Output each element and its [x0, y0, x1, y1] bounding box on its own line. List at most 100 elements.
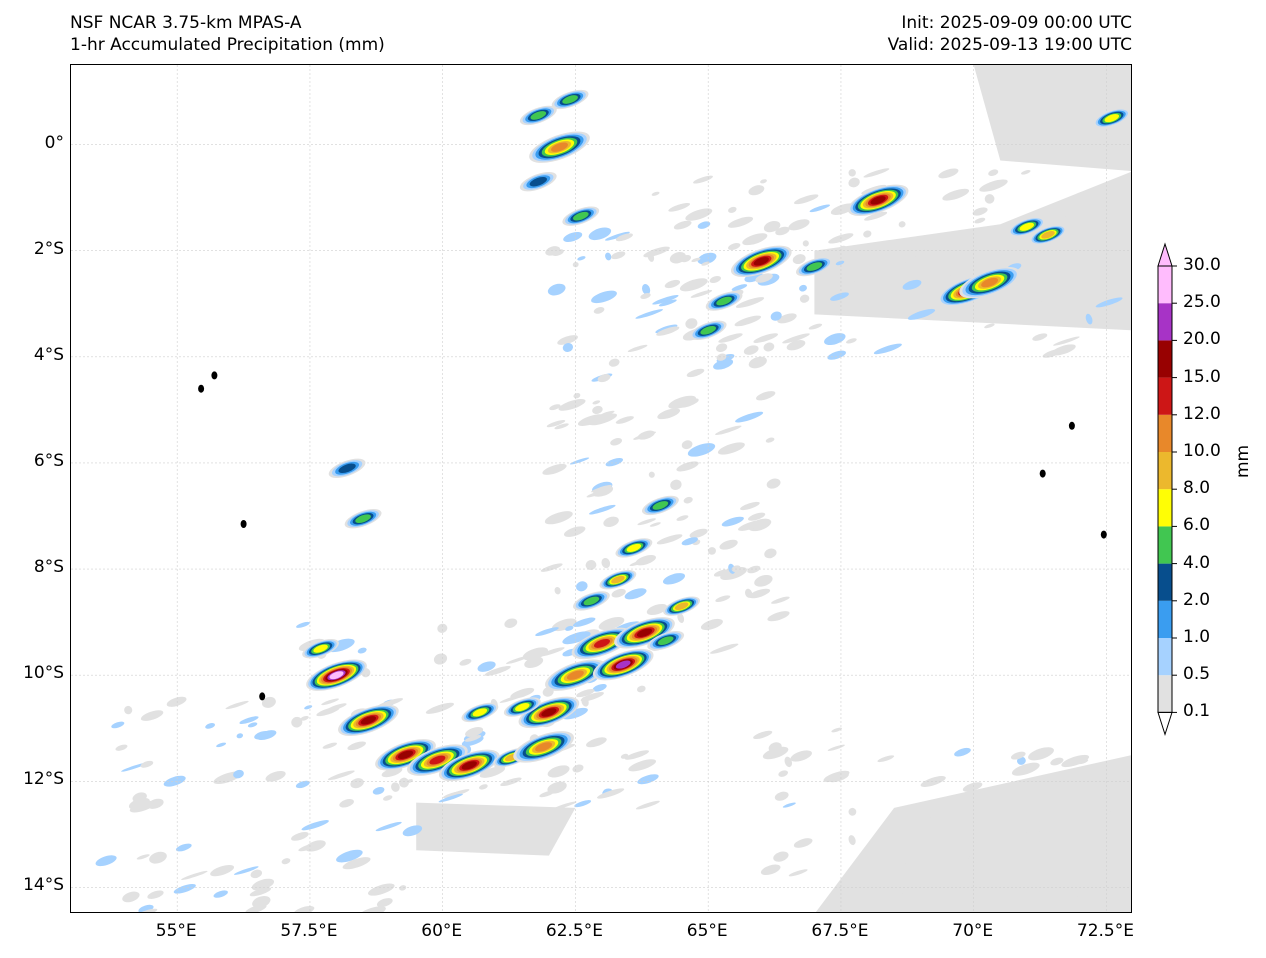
shower-cell [585, 559, 597, 571]
valid-time: Valid: 2025-09-13 19:00 UTC [887, 35, 1132, 55]
shower-cell [848, 807, 857, 816]
shower-cell [974, 217, 986, 224]
precip-contour [397, 750, 414, 760]
shower-cell [697, 221, 711, 229]
shower-cell [690, 289, 713, 298]
shower-cell [1007, 842, 1027, 854]
precip-cell [959, 266, 1020, 299]
shower-cell [964, 878, 973, 890]
precip-cell [562, 206, 600, 226]
shower-cell [603, 516, 619, 527]
shower-cell [713, 358, 734, 370]
lon-tick-label: 67.5°E [811, 921, 869, 941]
shower-cell [1021, 845, 1046, 855]
shower-cell [399, 777, 409, 788]
shower-cell [676, 461, 699, 472]
shower-cell [128, 797, 150, 810]
precip-cell [847, 184, 909, 217]
shower-cell [782, 333, 810, 344]
shower-cell [914, 260, 940, 274]
precip-map [71, 65, 1131, 912]
shower-cell [234, 866, 259, 875]
shower-cell [1032, 333, 1048, 341]
shower-cell [912, 252, 934, 262]
shower-cell [763, 342, 775, 352]
shower-cell [735, 297, 765, 308]
shower-cell [848, 177, 860, 188]
shower-cell [547, 283, 566, 296]
precip-cell [328, 458, 366, 478]
shower-cell [210, 864, 235, 877]
shower-cell [115, 744, 128, 751]
precip-cell [641, 495, 679, 516]
shower-cell [437, 623, 448, 633]
shower-cell [549, 404, 561, 411]
shower-cell [173, 884, 196, 894]
precip-cell [306, 659, 367, 691]
shower-cell [920, 776, 946, 787]
lon-tick-label: 62.5°E [545, 921, 603, 941]
shower-cell [573, 393, 581, 399]
shower-cell [327, 770, 355, 781]
shower-cell [611, 251, 626, 260]
shower-cell [731, 565, 741, 573]
shower-cell [577, 414, 605, 426]
shower-cell [166, 696, 187, 707]
precip-contour [529, 176, 547, 187]
shower-cell [747, 565, 761, 574]
shower-cell [563, 231, 583, 243]
colorbar-segment [1158, 675, 1172, 713]
shower-cell [727, 216, 754, 228]
lat-tick-label: 8°S [33, 557, 64, 578]
shower-cell [572, 764, 584, 773]
shower-cell [628, 759, 657, 772]
lat-tick-label: 10°S [23, 663, 64, 684]
shower-cell [1021, 169, 1031, 175]
shower-cell [615, 416, 634, 424]
lat-tick-label: 0° [44, 132, 64, 153]
shower-cell [1011, 751, 1026, 760]
shower-cell [236, 733, 244, 739]
shower-cell [942, 188, 970, 201]
coastlines [198, 371, 1107, 701]
shower-cell [135, 908, 158, 912]
shower-cell [250, 869, 263, 879]
precip-contour [461, 761, 477, 770]
shower-cell [637, 685, 646, 693]
shower-cell [953, 831, 977, 844]
shower-cell [569, 457, 590, 465]
shower-cell [265, 771, 286, 782]
island-seychelles-inner [198, 384, 205, 393]
precip-contour [626, 543, 642, 552]
shower-cell [577, 256, 586, 261]
shower-cell [864, 211, 888, 221]
colorbar-min-extend [1157, 711, 1173, 737]
colorbar-unit: mm [1233, 444, 1253, 478]
shower-cell [662, 573, 686, 585]
shower-cell [831, 727, 843, 733]
shower-cell [735, 411, 764, 423]
shower-cell [1053, 336, 1080, 346]
shower-cell [902, 279, 922, 290]
shower-cell [500, 777, 522, 787]
shower-cell [124, 705, 133, 715]
shower-cell [136, 854, 150, 860]
shower-cell [689, 528, 708, 539]
precip-cell [795, 256, 833, 277]
shower-cell [673, 220, 692, 230]
colorbar-level-label: 0.5 [1183, 664, 1211, 685]
shower-cell [808, 323, 823, 330]
shower-cell [651, 191, 660, 196]
shower-cell [254, 730, 270, 740]
precip-cell [614, 617, 675, 649]
precip-contour [615, 660, 631, 669]
shower-cell [1095, 297, 1123, 308]
shower-cell [755, 273, 773, 283]
colorbar-level-label: 30.0 [1183, 255, 1221, 275]
shower-cell [899, 827, 908, 835]
shower-cell [163, 775, 186, 787]
light-precip-area [814, 171, 1131, 331]
shower-cell [140, 710, 164, 721]
map-panel[interactable] [70, 64, 1132, 913]
shower-cell [301, 820, 329, 831]
